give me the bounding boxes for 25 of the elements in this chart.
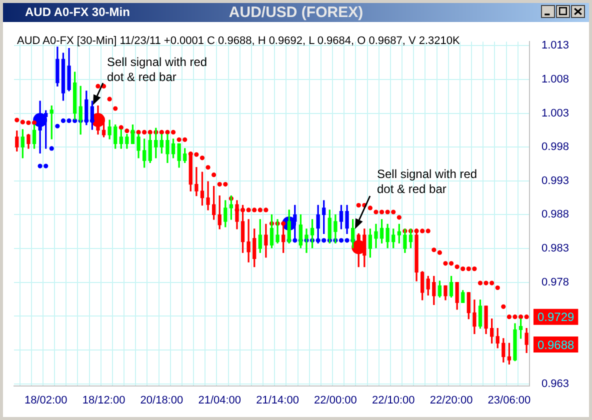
chart-subtitle: AUD A0-FX 30-Min [25,5,130,19]
text: 0.9729 [537,310,574,324]
annotation: Sell signal with red dot & red bar [377,167,478,197]
y-tick-label: 0.963 [541,378,570,390]
annotation: AUD A0-FX [30-Min] 11/23/11 +0.0001 C 0.9688, H 0.9692, L 0.9684, O 0.9687, V 2.3210K [17,35,460,48]
annotation: Sell signal with red dot & red bar [107,55,208,85]
text: 0.9688 [537,338,574,352]
y-tick-label: 0.983 [541,242,570,255]
chart-title: AUD/USD (FOREX) [228,4,364,21]
x-tick-label: 18/02:00 [24,394,68,406]
x-tick-label: 18/12:00 [82,394,126,406]
x-tick-label: 21/04:00 [198,394,242,406]
y-tick-label: 0.978 [541,276,570,288]
x-tick-label: 21/14:00 [256,394,299,406]
y-tick-label: 1.013 [541,40,570,52]
x-tick-label: 22/00:00 [314,394,357,406]
y-tick-label: 0.988 [541,208,570,221]
x-tick-label: 20/18:00 [140,394,184,406]
y-tick-label: 1.003 [541,107,570,120]
x-tick-label: 22/10:00 [372,394,415,406]
y-tick-label: 0.998 [541,141,570,154]
y-tick-label: 1.008 [541,74,570,86]
x-tick-label: 23/06:00 [488,394,531,406]
y-tick-label: 0.993 [541,174,570,187]
x-tick-label: 22/20:00 [430,394,473,406]
